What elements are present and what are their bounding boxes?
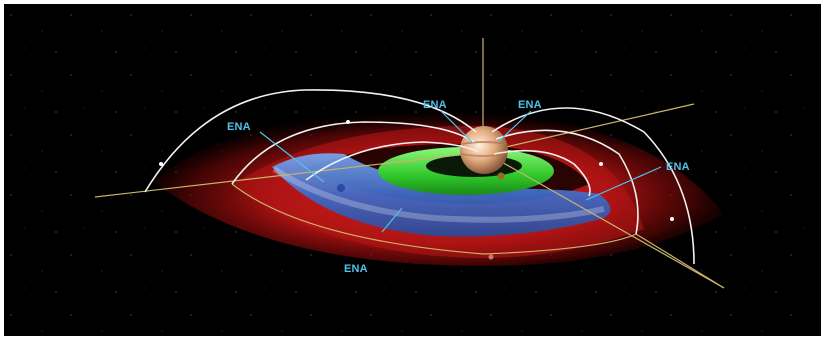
magnetosphere-illustration: ENA ENA ENA ENA ENA [4, 4, 821, 336]
ena-label-right: ENA [666, 161, 690, 173]
ena-label-left: ENA [227, 121, 251, 133]
middle-torus-blue [272, 153, 611, 237]
magnetic-field-lines [144, 89, 695, 265]
field-line-arrows [159, 120, 674, 221]
planet [460, 126, 508, 174]
moon-bottom [488, 254, 494, 260]
moon-left [337, 184, 345, 192]
ena-label-bottom: ENA [344, 263, 368, 275]
ena-label-top-left: ENA [423, 99, 447, 111]
moon-green [497, 172, 505, 180]
blue-highlight [272, 166, 605, 223]
ena-pointers [259, 110, 662, 233]
ena-label-top-right: ENA [518, 99, 542, 111]
image-frame: ENA ENA ENA ENA ENA [4, 4, 821, 336]
